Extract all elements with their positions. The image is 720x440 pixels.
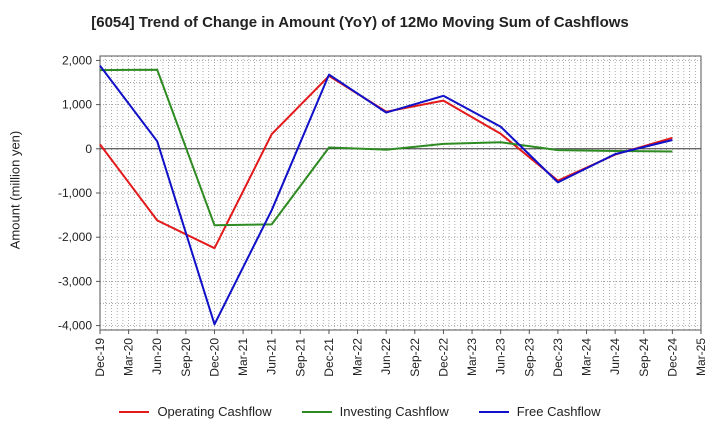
x-tick-label: Sep-23 — [522, 338, 536, 377]
y-tick-labels: 2,000 1,000 0 -1,000 -2,000 -3,000 -4,000 — [58, 53, 100, 333]
x-tick-label: Sep-21 — [293, 338, 307, 377]
legend-label-free: Free Cashflow — [516, 404, 601, 419]
x-tick-label: Sep-22 — [408, 338, 422, 377]
series-layer — [99, 65, 673, 326]
legend-label-operating: Operating Cashflow — [157, 404, 272, 419]
grid-layer — [100, 56, 701, 330]
legend-item-free: Free Cashflow — [478, 404, 601, 419]
x-tick-label: Dec-23 — [551, 338, 565, 377]
y-tick-label: -3,000 — [58, 274, 92, 288]
x-tick-label: Dec-21 — [322, 338, 336, 377]
y-tick-label: -1,000 — [58, 186, 92, 200]
legend-swatch-operating — [119, 410, 150, 413]
x-tick-label: Jun-20 — [150, 338, 164, 375]
x-tick-label: Dec-19 — [93, 338, 107, 377]
legend-item-operating: Operating Cashflow — [119, 404, 272, 419]
x-tick-labels: Dec-19 Mar-20 Jun-20 Sep-20 Dec-20 Mar-21 Jun-… — [93, 330, 708, 377]
x-tick-label: Sep-24 — [637, 338, 651, 377]
legend-swatch-free — [478, 410, 509, 413]
x-tick-label: Jun-23 — [494, 338, 508, 375]
x-tick-label: Jun-21 — [265, 338, 279, 375]
x-tick-label: Mar-24 — [580, 338, 594, 376]
x-tick-label: Jun-24 — [608, 338, 622, 375]
legend-item-investing: Investing Cashflow — [301, 404, 449, 419]
y-tick-label: -2,000 — [58, 230, 92, 244]
y-tick-label: 1,000 — [62, 98, 92, 112]
x-tick-label: Mar-21 — [236, 338, 250, 376]
x-tick-label: Dec-24 — [665, 338, 679, 377]
x-tick-label: Dec-20 — [207, 338, 221, 377]
x-tick-label: Mar-20 — [122, 338, 136, 376]
legend-label-investing: Investing Cashflow — [339, 404, 449, 419]
legend-swatch-investing — [301, 410, 332, 413]
x-tick-label: Mar-25 — [694, 338, 708, 376]
x-tick-label: Sep-20 — [179, 338, 193, 377]
x-tick-label: Jun-22 — [379, 338, 393, 375]
legend: Operating Cashflow Investing Cashflow Fr… — [0, 404, 720, 419]
y-tick-label: -4,000 — [58, 319, 92, 333]
x-tick-label: Mar-23 — [465, 338, 479, 376]
series-line-free-cashflow — [99, 65, 673, 326]
x-tick-label: Dec-22 — [436, 338, 450, 377]
series-line-investing-cashflow — [99, 68, 673, 227]
y-tick-label: 2,000 — [62, 53, 92, 67]
x-tick-label: Mar-22 — [351, 338, 365, 376]
chart-title: [6054] Trend of Change in Amount (YoY) o… — [91, 14, 629, 31]
y-tick-label: 0 — [85, 142, 92, 156]
